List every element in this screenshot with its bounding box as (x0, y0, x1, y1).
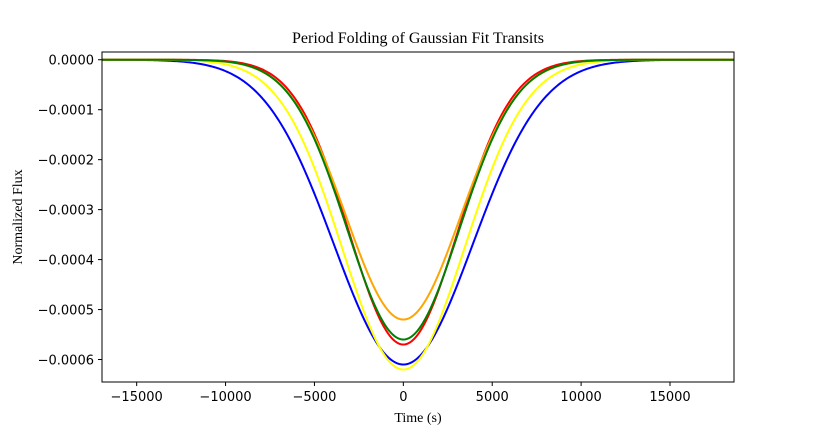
x-tick-label: 0 (399, 390, 407, 405)
x-tick-label: −15000 (111, 390, 163, 405)
series-line-4 (102, 58, 734, 321)
series-line-1 (102, 58, 734, 366)
x-tick-label: 5000 (476, 390, 509, 405)
x-tick-label: 10000 (560, 390, 601, 405)
x-axis: −15000 −10000 −5000 0 5000 10000 15000 (111, 382, 691, 405)
y-tick-label: −0.0002 (38, 154, 94, 169)
x-tick-label: −10000 (199, 390, 251, 405)
y-tick-label: −0.0006 (38, 354, 94, 369)
x-tick-label: −5000 (292, 390, 336, 405)
y-tick-label: −0.0004 (38, 254, 94, 269)
x-tick-label: 15000 (649, 390, 690, 405)
y-tick-label: 0.0000 (49, 54, 95, 69)
y-axis: 0.0000 −0.0001 −0.0002 −0.0003 −0.0004 −0.000… (38, 54, 102, 369)
y-tick-label: −0.0001 (38, 104, 94, 119)
series-line-2 (102, 58, 734, 371)
series-lines (102, 58, 734, 371)
y-axis-label: Normalized Flux (11, 169, 26, 264)
y-tick-label: −0.0005 (38, 304, 94, 319)
series-line-5 (102, 58, 734, 341)
x-axis-label: Time (s) (394, 411, 442, 426)
y-tick-label: −0.0003 (38, 204, 94, 219)
chart-title: Period Folding of Gaussian Fit Transits (292, 30, 544, 47)
plot-frame (101, 51, 735, 383)
series-line-3 (102, 58, 734, 346)
